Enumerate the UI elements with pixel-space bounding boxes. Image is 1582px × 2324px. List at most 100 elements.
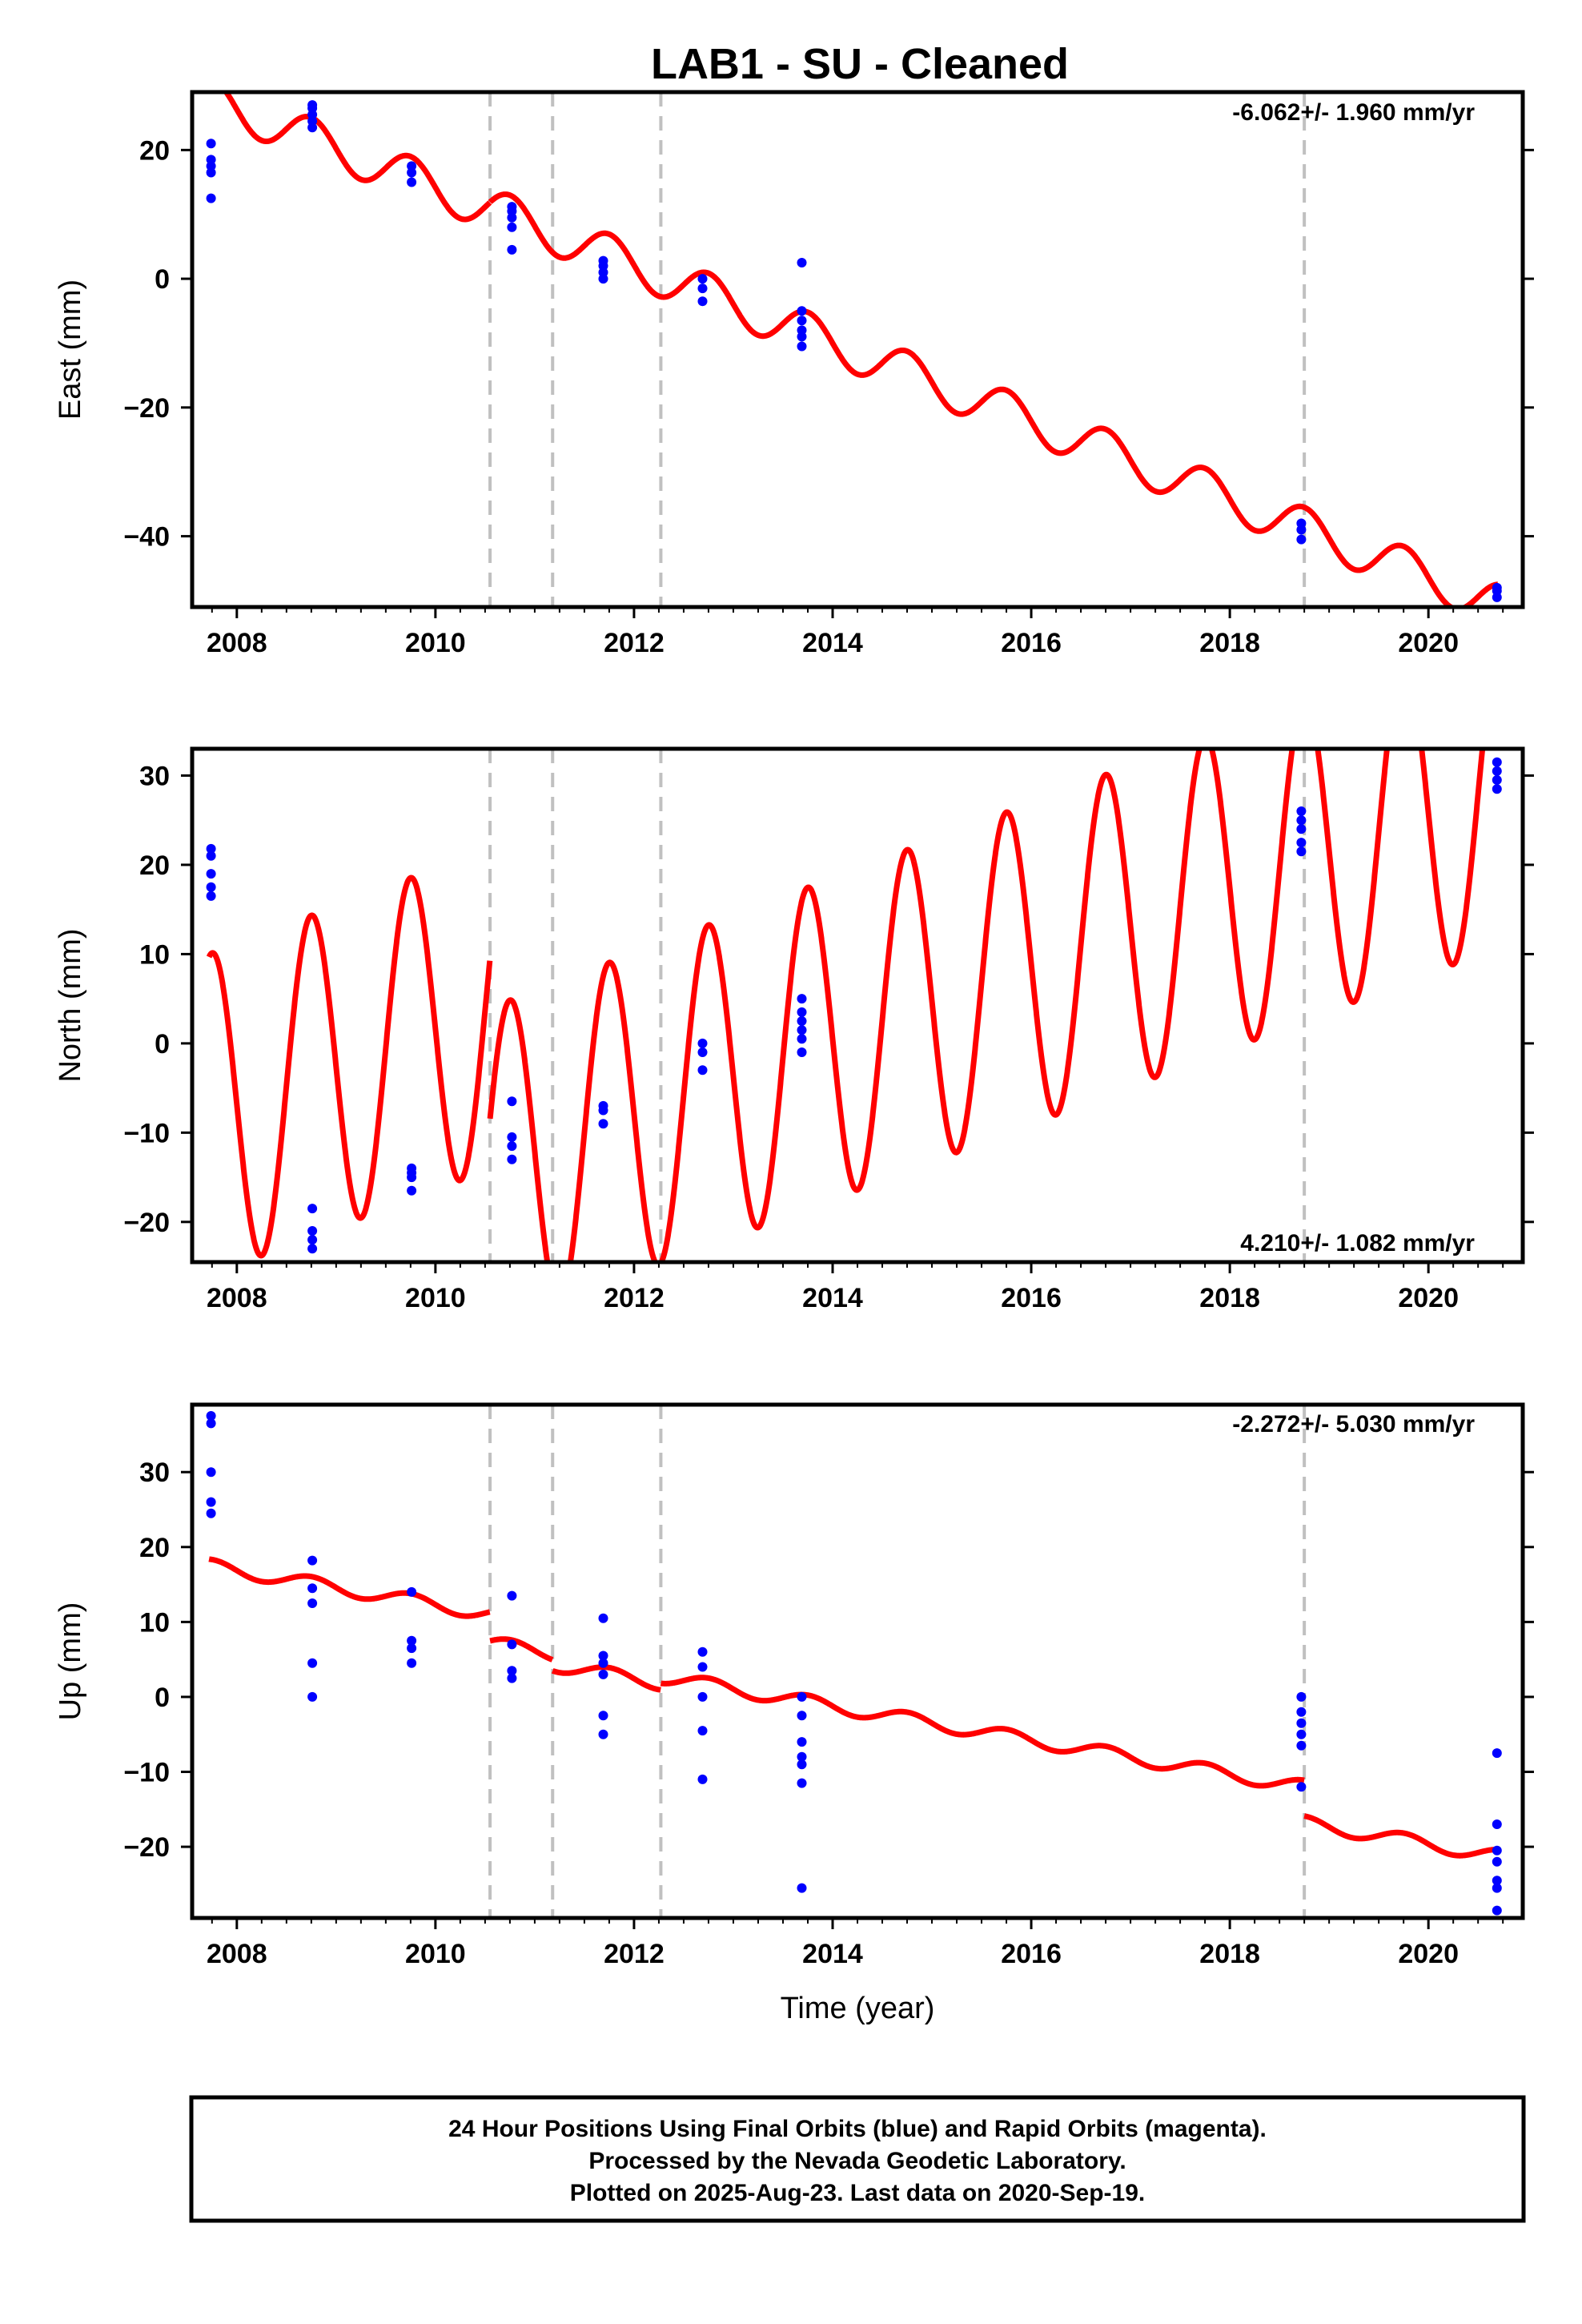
plot-frame: [190, 1402, 1525, 1920]
data-point: [797, 1691, 807, 1702]
data-point: [1296, 806, 1307, 816]
y-tick-label: −20: [123, 1832, 170, 1863]
data-point: [797, 1737, 807, 1747]
data-point: [1296, 518, 1307, 529]
data-point: [1296, 815, 1307, 826]
footer-line: 24 Hour Positions Using Final Orbits (bl…: [448, 2116, 1267, 2142]
data-point: [1296, 838, 1307, 848]
y-tick-label: 0: [155, 264, 170, 295]
data-point: [206, 1467, 216, 1478]
data-point: [598, 1100, 608, 1111]
x-tick-label: 2014: [802, 1939, 863, 1969]
data-point: [206, 891, 216, 901]
data-point: [598, 1729, 608, 1739]
data-point: [598, 1711, 608, 1721]
data-point: [507, 244, 517, 255]
x-tick-label: 2008: [207, 1939, 267, 1969]
x-tick-label: 2010: [405, 1283, 466, 1313]
data-point: [697, 1691, 708, 1702]
data-point: [407, 1586, 417, 1597]
y-tick-label: 30: [139, 1458, 170, 1488]
data-point: [1296, 846, 1307, 857]
figure-title: LAB1 - SU - Cleaned: [651, 40, 1069, 88]
data-point: [598, 1658, 608, 1668]
data-point: [407, 161, 417, 171]
data-point: [797, 1751, 807, 1762]
data-point: [797, 258, 807, 267]
x-tick-label: 2010: [405, 1939, 466, 1969]
y-tick-label: −20: [123, 1208, 170, 1238]
data-point: [1492, 784, 1502, 794]
data-point: [797, 994, 807, 1004]
data-point: [407, 1185, 417, 1196]
data-point: [1492, 1905, 1502, 1916]
data-point: [1492, 582, 1502, 593]
data-point: [307, 1598, 318, 1608]
data-point: [206, 1411, 216, 1421]
data-point: [1492, 1856, 1502, 1867]
data-point: [206, 193, 216, 203]
y-tick-label: 0: [155, 1683, 170, 1713]
y-axis-label: North (mm): [54, 928, 87, 1082]
model-curve: [223, 92, 1500, 607]
footer-frame: [189, 2095, 1526, 2223]
data-point: [407, 1643, 417, 1654]
data-point: [697, 283, 708, 294]
y-tick-label: 10: [139, 1607, 170, 1638]
data-point: [307, 1244, 318, 1254]
x-tick-label: 2014: [802, 1283, 863, 1313]
data-point: [697, 274, 708, 284]
data-point: [1296, 824, 1307, 834]
data-point: [507, 1639, 517, 1650]
data-point: [797, 1778, 807, 1788]
data-point: [1296, 1707, 1307, 1717]
data-point: [1492, 1876, 1502, 1886]
x-tick-label: 2020: [1398, 1939, 1459, 1969]
data-point: [797, 1047, 807, 1057]
data-point: [697, 296, 708, 307]
rate-label: 4.210+/- 1.082 mm/yr: [1240, 1230, 1475, 1256]
data-point: [307, 1235, 318, 1245]
data-point: [206, 1497, 216, 1507]
data-point: [507, 1666, 517, 1676]
rate-label: -2.272+/- 5.030 mm/yr: [1232, 1411, 1475, 1437]
x-tick-label: 2016: [1001, 628, 1062, 658]
data-point: [407, 1163, 417, 1173]
x-tick-label: 2016: [1001, 1939, 1062, 1969]
data-point: [407, 1658, 417, 1668]
data-point: [797, 1759, 807, 1770]
y-tick-label: 10: [139, 939, 170, 970]
data-point: [507, 1154, 517, 1164]
y-tick-label: 30: [139, 761, 170, 791]
x-tick-label: 2016: [1001, 1283, 1062, 1313]
data-point: [697, 1774, 708, 1784]
data-point: [598, 1669, 608, 1679]
data-point: [598, 1651, 608, 1661]
y-tick-label: −20: [123, 393, 170, 424]
data-point: [598, 255, 608, 266]
data-point: [697, 1647, 708, 1657]
data-point: [307, 1658, 318, 1668]
data-point: [797, 325, 807, 336]
y-tick-label: −40: [123, 522, 170, 553]
data-point: [797, 1034, 807, 1044]
y-tick-label: 20: [139, 850, 170, 881]
data-point: [1492, 775, 1502, 785]
north-panel: −20 −10 0 10 20 30 2008 2010 2012 2014 2016 2018 202…: [54, 746, 1534, 1313]
data-point: [206, 155, 216, 165]
x-axis-label: Time (year): [781, 1992, 935, 2025]
x-tick-label: 2018: [1199, 1283, 1260, 1313]
data-point: [407, 177, 417, 187]
data-point: [1492, 757, 1502, 767]
data-point: [507, 1132, 517, 1142]
x-tick-label: 2012: [604, 1939, 665, 1969]
data-point: [206, 1418, 216, 1429]
data-point: [1296, 1740, 1307, 1751]
x-tick-label: 2012: [604, 628, 665, 658]
data-point: [407, 1635, 417, 1646]
data-point: [307, 1204, 318, 1214]
data-point: [1492, 1845, 1502, 1856]
east-panel: −40 −20 0 20 2008 2010 2012 2014 2016 2018 2020 Eas…: [54, 90, 1534, 658]
data-point: [206, 139, 216, 149]
